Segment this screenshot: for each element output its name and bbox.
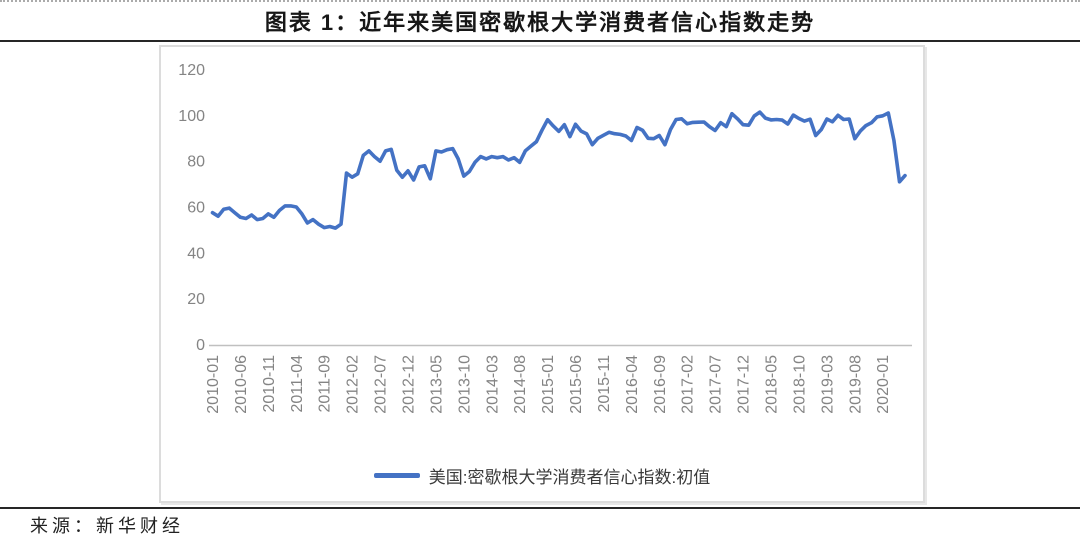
source-divider-rule: [0, 507, 1080, 509]
x-tick-label: 2015-11: [596, 355, 613, 413]
x-tick-label: 2017-12: [736, 355, 753, 414]
x-tick-label: 2015-06: [568, 355, 585, 414]
x-tick-label: 2011-04: [289, 355, 306, 413]
y-tick-label: 120: [178, 62, 205, 79]
legend-label: 美国:密歇根大学消费者信心指数:初值: [428, 468, 711, 487]
y-tick-label: 100: [178, 108, 205, 125]
x-tick-label: 2017-07: [708, 355, 725, 414]
x-tick-label: 2012-02: [345, 355, 362, 414]
line-chart: 0 20 40 60 80 100 120 2010-01 2010-06 2010-11 2011…: [178, 62, 912, 414]
x-tick-label: 2018-10: [791, 355, 808, 414]
title-underline-rule: [0, 40, 1080, 42]
x-tick-label: 2014-08: [512, 355, 529, 414]
x-tick-label: 2012-07: [373, 355, 390, 414]
y-tick-label: 0: [196, 337, 205, 354]
x-tick-label: 2012-12: [400, 355, 417, 414]
x-tick-label: 2018-05: [764, 355, 781, 414]
top-dotted-rule: [0, 0, 1080, 2]
x-tick-label: 2014-03: [484, 355, 501, 414]
chart-container: 0 20 40 60 80 100 120 2010-01 2010-06 2010-11 2011…: [159, 45, 925, 503]
x-tick-label: 2019-08: [847, 355, 864, 414]
x-tick-label: 2015-01: [540, 355, 557, 414]
x-tick-label: 2017-02: [680, 355, 697, 414]
x-tick-label: 2016-09: [652, 355, 669, 414]
y-tick-label: 60: [187, 200, 205, 217]
x-tick-label: 2019-03: [819, 355, 836, 414]
x-tick-label: 2010-01: [205, 355, 222, 414]
y-tick-label: 40: [187, 245, 205, 262]
x-tick-label: 2016-04: [624, 355, 641, 414]
x-tick-label: 2010-06: [233, 355, 250, 414]
y-tick-label: 80: [187, 154, 205, 171]
x-tick-label: 2010-11: [261, 355, 278, 413]
chart-legend: 美国:密歇根大学消费者信心指数:初值: [161, 463, 923, 488]
x-tick-label: 2013-05: [428, 355, 445, 414]
x-tick-label: 2011-09: [317, 355, 334, 413]
x-tick-label: 2020-01: [875, 355, 892, 414]
source-text: 来源：新华财经: [30, 516, 184, 536]
legend-line-marker: [373, 473, 420, 478]
y-tick-label: 20: [187, 291, 205, 308]
series-line: [210, 110, 907, 230]
figure-title: 图表 1：近年来美国密歇根大学消费者信心指数走势: [264, 10, 816, 35]
x-tick-label: 2013-10: [456, 355, 473, 414]
